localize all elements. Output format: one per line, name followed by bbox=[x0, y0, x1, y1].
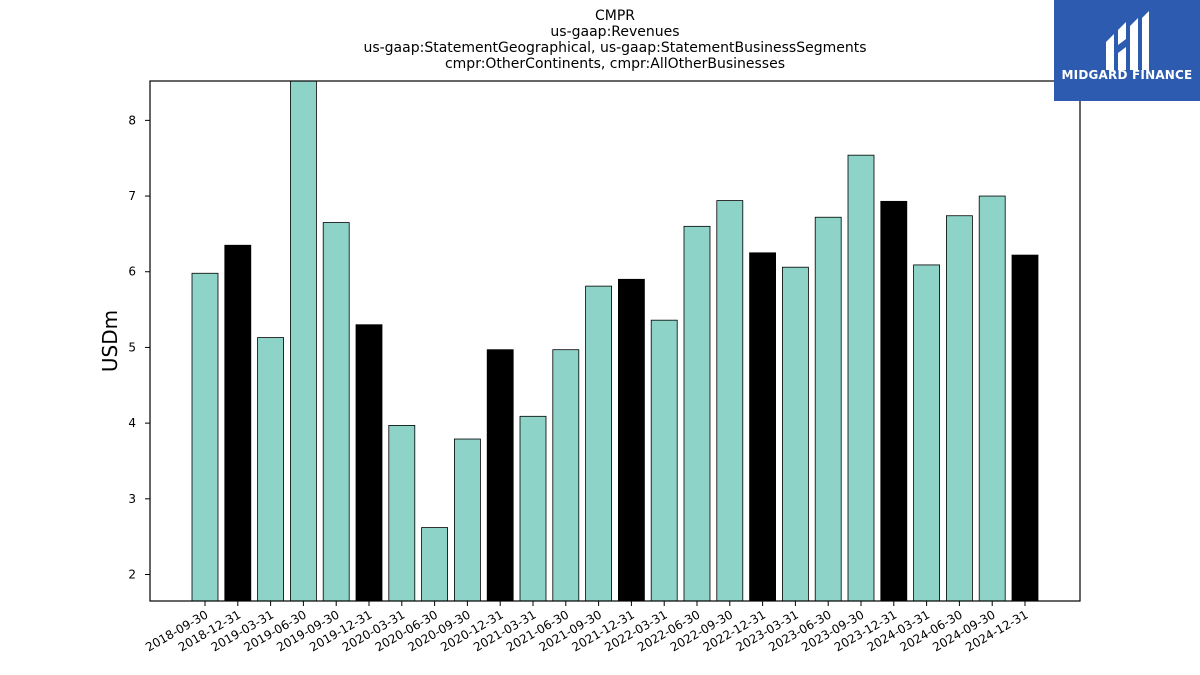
bar-2024-06-30 bbox=[946, 215, 973, 602]
x-axis: 2018-09-302018-12-312019-03-312019-06-30… bbox=[143, 601, 1031, 654]
bar-2021-12-31 bbox=[618, 278, 645, 602]
bar-2021-06-30 bbox=[552, 349, 580, 602]
bar-2019-03-31 bbox=[257, 337, 285, 602]
bar-2022-03-31 bbox=[650, 319, 678, 602]
bar-2020-03-31 bbox=[388, 424, 416, 602]
bar-2018-12-31 bbox=[224, 244, 252, 602]
bar-2021-09-30 bbox=[585, 285, 612, 602]
y-tick-label: 4 bbox=[128, 416, 136, 430]
bar-2020-06-30 bbox=[421, 527, 449, 602]
bars-group bbox=[191, 80, 1039, 602]
y-tick-label: 8 bbox=[128, 113, 136, 127]
y-tick-label: 5 bbox=[128, 340, 136, 354]
plot-frame bbox=[149, 80, 1081, 602]
title-line-1: CMPR bbox=[594, 8, 636, 24]
bar-2021-03-31 bbox=[519, 415, 547, 602]
y-tick-label: 3 bbox=[128, 492, 136, 506]
bar-2020-12-31 bbox=[486, 349, 514, 602]
bar-2022-06-30 bbox=[683, 225, 711, 602]
y-axis: 2 3 4 5 6 7 8 bbox=[128, 113, 150, 582]
bar-2023-12-31 bbox=[880, 200, 908, 602]
logo-mark-icon bbox=[1106, 11, 1149, 70]
bar-2019-06-30 bbox=[289, 80, 317, 602]
bar-2024-09-30 bbox=[978, 195, 1006, 602]
logo-text: MIDGARD FINANCE bbox=[1061, 68, 1193, 82]
bar-2022-09-30 bbox=[716, 200, 744, 602]
bar-2023-06-30 bbox=[814, 216, 842, 602]
bar-2022-12-31 bbox=[749, 252, 776, 602]
y-tick-label: 7 bbox=[128, 189, 136, 203]
title-line-4: cmpr:OtherContinents, cmpr:AllOtherBusin… bbox=[444, 56, 786, 72]
title-line-2: us-gaap:Revenues bbox=[550, 24, 680, 40]
midgard-finance-logo: MIDGARD FINANCE bbox=[1054, 0, 1200, 101]
bar-2018-09-30 bbox=[191, 272, 219, 602]
bar-2023-03-31 bbox=[782, 266, 809, 602]
bar-2019-09-30 bbox=[322, 222, 350, 602]
bar-2024-03-31 bbox=[913, 264, 940, 602]
bar-2019-12-31 bbox=[355, 324, 383, 602]
bar-2020-09-30 bbox=[453, 438, 481, 602]
y-tick-label: 2 bbox=[128, 568, 136, 582]
bar-2023-09-30 bbox=[847, 154, 875, 602]
bar-2024-12-31 bbox=[1011, 254, 1039, 602]
title-line-3: us-gaap:StatementGeographical, us-gaap:S… bbox=[363, 40, 867, 56]
y-tick-label: 6 bbox=[128, 265, 136, 279]
y-axis-label: USDm bbox=[98, 310, 122, 372]
